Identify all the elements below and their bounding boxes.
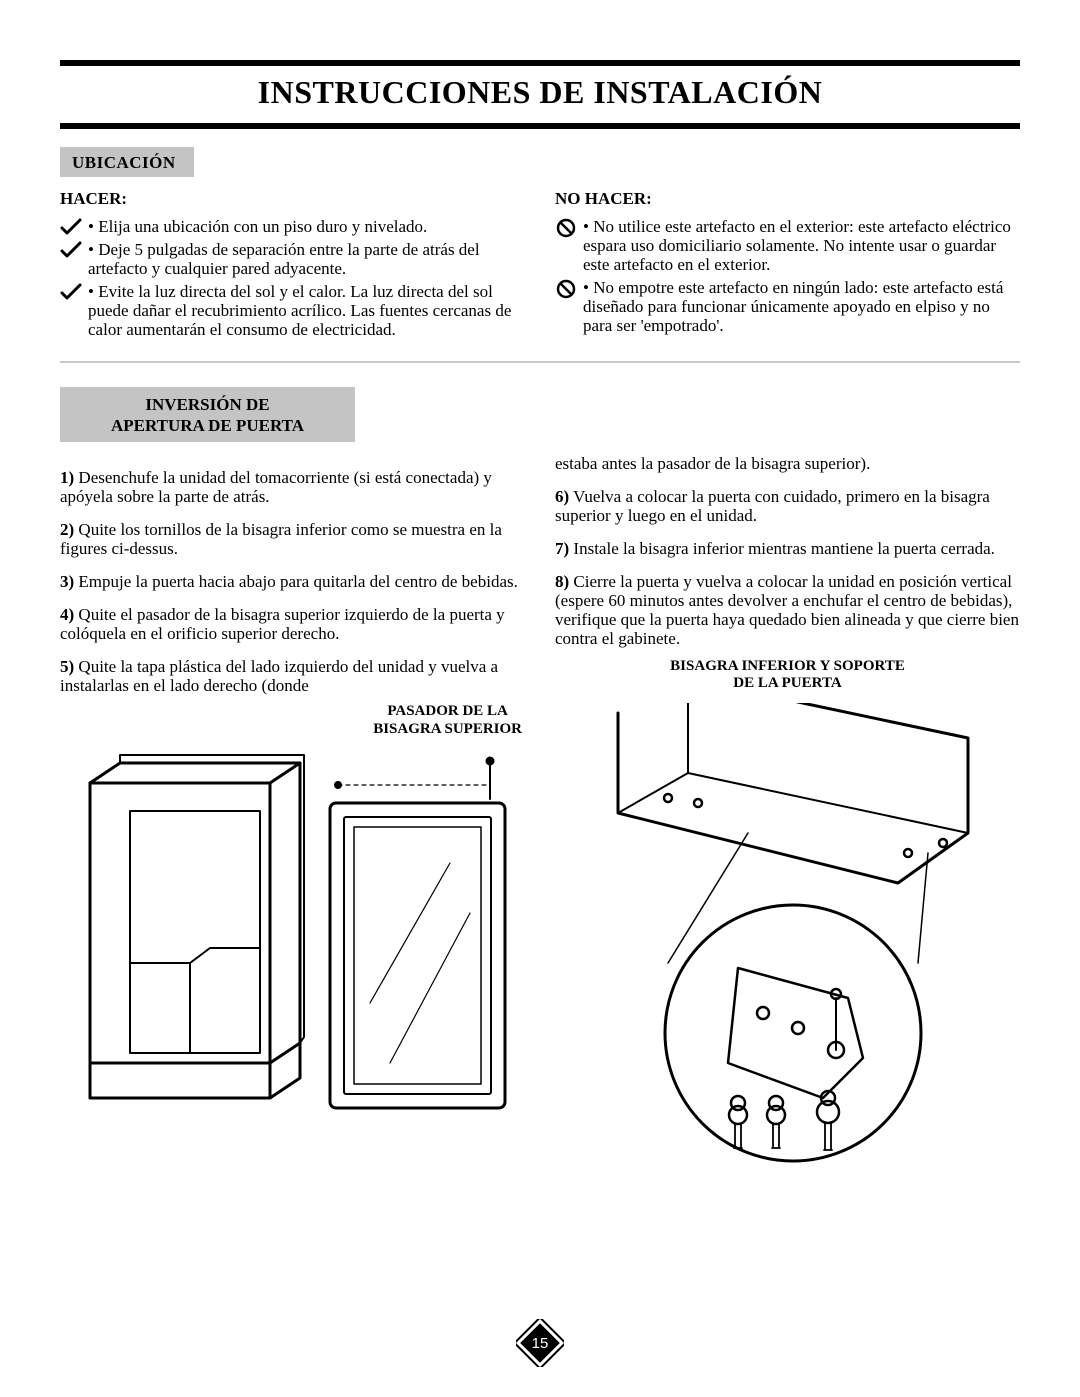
step-item: 2) Quite los tornillos de la bisagra inf… <box>60 520 525 558</box>
nohacer-item: • No utilice este artefacto en el exteri… <box>555 217 1020 274</box>
check-icon <box>60 241 82 259</box>
check-icon <box>60 283 82 301</box>
check-icon <box>60 218 82 236</box>
hacer-item: • Deje 5 pulgadas de separación entre la… <box>60 240 525 278</box>
step-number: 2) <box>60 520 74 539</box>
hacer-item: • Elija una ubicación con un piso duro y… <box>60 217 525 236</box>
page-number-wrap: 15 <box>516 1319 564 1367</box>
step-item: 6) Vuelva a colocar la puerta con cuidad… <box>555 487 1020 525</box>
page-title: INSTRUCCIONES DE INSTALACIÓN <box>60 66 1020 117</box>
nohacer-heading: NO HACER: <box>555 189 1020 209</box>
step-text: estaba antes la pasador de la bisagra su… <box>555 454 870 473</box>
step-item: 8) Cierre la puerta y vuelva a colocar l… <box>555 572 1020 648</box>
col-steps-right: estaba antes la pasador de la bisagra su… <box>555 454 1020 695</box>
step-item: 1) Desenchufe la unidad del tomacorrient… <box>60 468 525 506</box>
col-steps-left: 1) Desenchufe la unidad del tomacorrient… <box>60 454 525 695</box>
hacer-heading: HACER: <box>60 189 525 209</box>
inversion-label-line1: INVERSIÓN DE <box>145 395 269 414</box>
title-rule-bottom <box>60 123 1020 129</box>
title-wrap: INSTRUCCIONES DE INSTALACIÓN <box>60 66 1020 117</box>
fig-right-line1: BISAGRA INFERIOR Y SOPORTE <box>670 658 905 674</box>
step-item: 7) Instale la bisagra inferior mientras … <box>555 539 1020 558</box>
inversion-columns: 1) Desenchufe la unidad del tomacorrient… <box>60 454 1020 695</box>
diagrams-row: PASADOR DE LA BISAGRA SUPERIOR <box>60 703 1020 1168</box>
figure-left-label: PASADOR DE LA BISAGRA SUPERIOR <box>373 703 522 738</box>
section-ubicacion-label: UBICACIÓN <box>60 147 194 177</box>
inversion-label-line2: APERTURA DE PUERTA <box>111 416 304 435</box>
step-item: estaba antes la pasador de la bisagra su… <box>555 454 1020 473</box>
hacer-item-text: • Evite la luz directa del sol y el calo… <box>88 282 525 339</box>
nohacer-item-text: • No empotre este artefacto en ningún la… <box>583 278 1020 335</box>
step-text: Empuje la puerta hacia abajo para quitar… <box>78 572 517 591</box>
step-item: 4) Quite el pasador de la bisagra superi… <box>60 605 525 643</box>
bottom-hinge-diagram <box>548 703 1018 1163</box>
figure-right-label: BISAGRA INFERIOR Y SOPORTE DE LA PUERTA <box>555 658 1020 693</box>
hacer-item: • Evite la luz directa del sol y el calo… <box>60 282 525 339</box>
step-text: Instale la bisagra inferior mientras man… <box>573 539 995 558</box>
step-number: 7) <box>555 539 569 558</box>
step-number: 3) <box>60 572 74 591</box>
step-number: 4) <box>60 605 74 624</box>
step-item: 5) Quite la tapa plástica del lado izqui… <box>60 657 525 695</box>
nohacer-item: • No empotre este artefacto en ningún la… <box>555 278 1020 335</box>
hacer-item-text: • Elija una ubicación con un piso duro y… <box>88 217 525 236</box>
step-text: Quite los tornillos de la bisagra inferi… <box>60 520 502 558</box>
hacer-item-text: • Deje 5 pulgadas de separación entre la… <box>88 240 525 278</box>
ubicacion-columns: HACER: • Elija una ubicación con un piso… <box>60 185 1020 343</box>
figure-left: PASADOR DE LA BISAGRA SUPERIOR <box>60 703 532 1138</box>
prohibit-icon <box>555 218 577 238</box>
step-text: Quite el pasador de la bisagra superior … <box>60 605 505 643</box>
page-number-diamond: 15 <box>516 1319 564 1367</box>
cabinet-door-diagram <box>60 703 530 1133</box>
step-text: Cierre la puerta y vuelva a colocar la u… <box>555 572 1019 648</box>
fig-left-line2: BISAGRA SUPERIOR <box>373 721 522 737</box>
fig-right-line2: DE LA PUERTA <box>733 675 841 691</box>
fig-left-line1: PASADOR DE LA <box>387 703 508 719</box>
step-text: Vuelva a colocar la puerta con cuidado, … <box>555 487 990 525</box>
section-separator <box>60 361 1020 363</box>
step-item: 3) Empuje la puerta hacia abajo para qui… <box>60 572 525 591</box>
page-number: 15 <box>516 1319 564 1367</box>
nohacer-item-text: • No utilice este artefacto en el exteri… <box>583 217 1020 274</box>
step-number: 5) <box>60 657 74 676</box>
prohibit-icon <box>555 279 577 299</box>
figure-right <box>548 703 1020 1168</box>
step-text: Quite la tapa plástica del lado izquierd… <box>60 657 498 695</box>
step-text: Desenchufe la unidad del tomacorriente (… <box>60 468 492 506</box>
step-number: 6) <box>555 487 569 506</box>
step-number: 1) <box>60 468 74 487</box>
section-inversion-label: INVERSIÓN DE APERTURA DE PUERTA <box>60 387 355 442</box>
col-hacer: HACER: • Elija una ubicación con un piso… <box>60 185 525 343</box>
col-nohacer: NO HACER: • No utilice este artefacto en… <box>555 185 1020 343</box>
step-number: 8) <box>555 572 569 591</box>
